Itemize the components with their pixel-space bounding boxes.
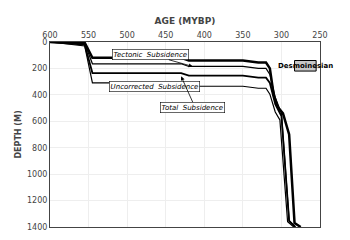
svg-text:200: 200 bbox=[32, 64, 47, 73]
svg-text:800: 800 bbox=[32, 144, 47, 153]
svg-text:DEPTH (M): DEPTH (M) bbox=[14, 110, 23, 158]
svg-text:0: 0 bbox=[42, 38, 47, 47]
svg-text:AGE (MYBP): AGE (MYBP) bbox=[155, 16, 216, 26]
svg-text:Uncorrected Subsidence: Uncorrected Subsidence bbox=[111, 83, 199, 91]
svg-text:300: 300 bbox=[274, 31, 289, 40]
svg-text:550: 550 bbox=[81, 31, 96, 40]
svg-text:250: 250 bbox=[312, 31, 327, 40]
svg-text:1200: 1200 bbox=[27, 196, 47, 205]
svg-text:500: 500 bbox=[119, 31, 134, 40]
svg-text:Tectonic Subsidence: Tectonic Subsidence bbox=[114, 51, 188, 59]
svg-text:450: 450 bbox=[158, 31, 173, 40]
svg-text:Total Subsidence: Total Subsidence bbox=[162, 104, 223, 112]
svg-text:1000: 1000 bbox=[27, 170, 47, 179]
svg-text:400: 400 bbox=[197, 31, 212, 40]
svg-text:Desmoinesian: Desmoinesian bbox=[278, 62, 333, 70]
svg-text:400: 400 bbox=[32, 91, 47, 100]
svg-text:350: 350 bbox=[235, 31, 250, 40]
svg-text:600: 600 bbox=[32, 117, 47, 126]
svg-text:1400: 1400 bbox=[27, 223, 47, 232]
svg-text:600: 600 bbox=[42, 31, 57, 40]
